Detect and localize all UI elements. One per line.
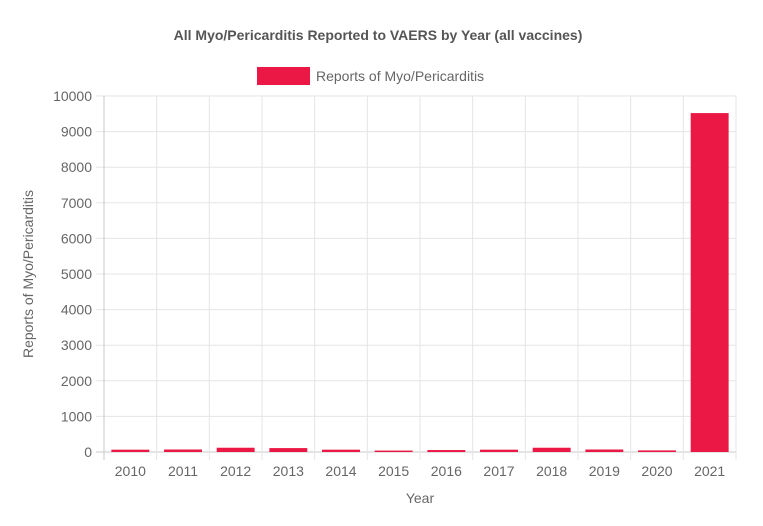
x-tick-label: 2010	[115, 463, 146, 479]
y-tick-label: 7000	[61, 195, 92, 211]
y-tick-label: 3000	[61, 337, 92, 353]
x-tick-label: 2021	[694, 463, 725, 479]
y-tick-label: 9000	[61, 124, 92, 140]
legend[interactable]: Reports of Myo/Pericarditis	[257, 67, 484, 85]
x-tick-label: 2015	[378, 463, 409, 479]
bar-2015[interactable]	[374, 450, 413, 452]
x-tick-label: 2020	[641, 463, 672, 479]
x-tick-label: 2016	[431, 463, 462, 479]
bar-2013[interactable]	[269, 448, 308, 452]
y-tick-label: 6000	[61, 230, 92, 246]
bar-2011[interactable]	[164, 449, 202, 452]
x-tick-label: 2017	[483, 463, 514, 479]
x-tick-label: 2013	[273, 463, 304, 479]
bar-2019[interactable]	[585, 449, 624, 452]
legend-label[interactable]: Reports of Myo/Pericarditis	[316, 68, 484, 84]
y-tick-label: 1000	[61, 408, 92, 424]
grid-lines	[96, 95, 737, 460]
bar-2014[interactable]	[322, 449, 360, 452]
chart-title: All Myo/Pericarditis Reported to VAERS b…	[174, 27, 583, 43]
bar-2017[interactable]	[480, 449, 518, 452]
bar-2016[interactable]	[427, 450, 466, 452]
y-axis-ticks: 0 1000 2000 3000 4000 5000 6000 7000 8000 9000 100…	[53, 88, 92, 460]
y-axis-title: Reports of Myo/Pericarditis	[20, 190, 36, 358]
x-axis-title: Year	[406, 490, 435, 506]
y-tick-label: 4000	[61, 302, 92, 318]
y-tick-label: 5000	[61, 266, 92, 282]
bar-2018[interactable]	[532, 447, 571, 452]
y-tick-label: 2000	[61, 373, 92, 389]
x-axis-ticks: 2010 2011 2012 2013 2014 2015 2016 2017 2018 2019…	[115, 463, 726, 479]
x-tick-label: 2012	[220, 463, 251, 479]
bar-2021[interactable]	[690, 113, 729, 452]
x-tick-label: 2011	[168, 463, 198, 479]
bar-2012[interactable]	[216, 447, 255, 452]
legend-swatch[interactable]	[257, 67, 310, 85]
y-tick-label: 0	[84, 444, 92, 460]
x-tick-label: 2019	[589, 463, 620, 479]
x-tick-label: 2018	[536, 463, 567, 479]
y-tick-label: 10000	[53, 88, 92, 104]
bars	[111, 113, 729, 452]
x-tick-label: 2014	[325, 463, 356, 479]
bar-2010[interactable]	[111, 449, 150, 452]
y-tick-label: 8000	[61, 159, 92, 175]
bar-2020[interactable]	[638, 450, 676, 452]
